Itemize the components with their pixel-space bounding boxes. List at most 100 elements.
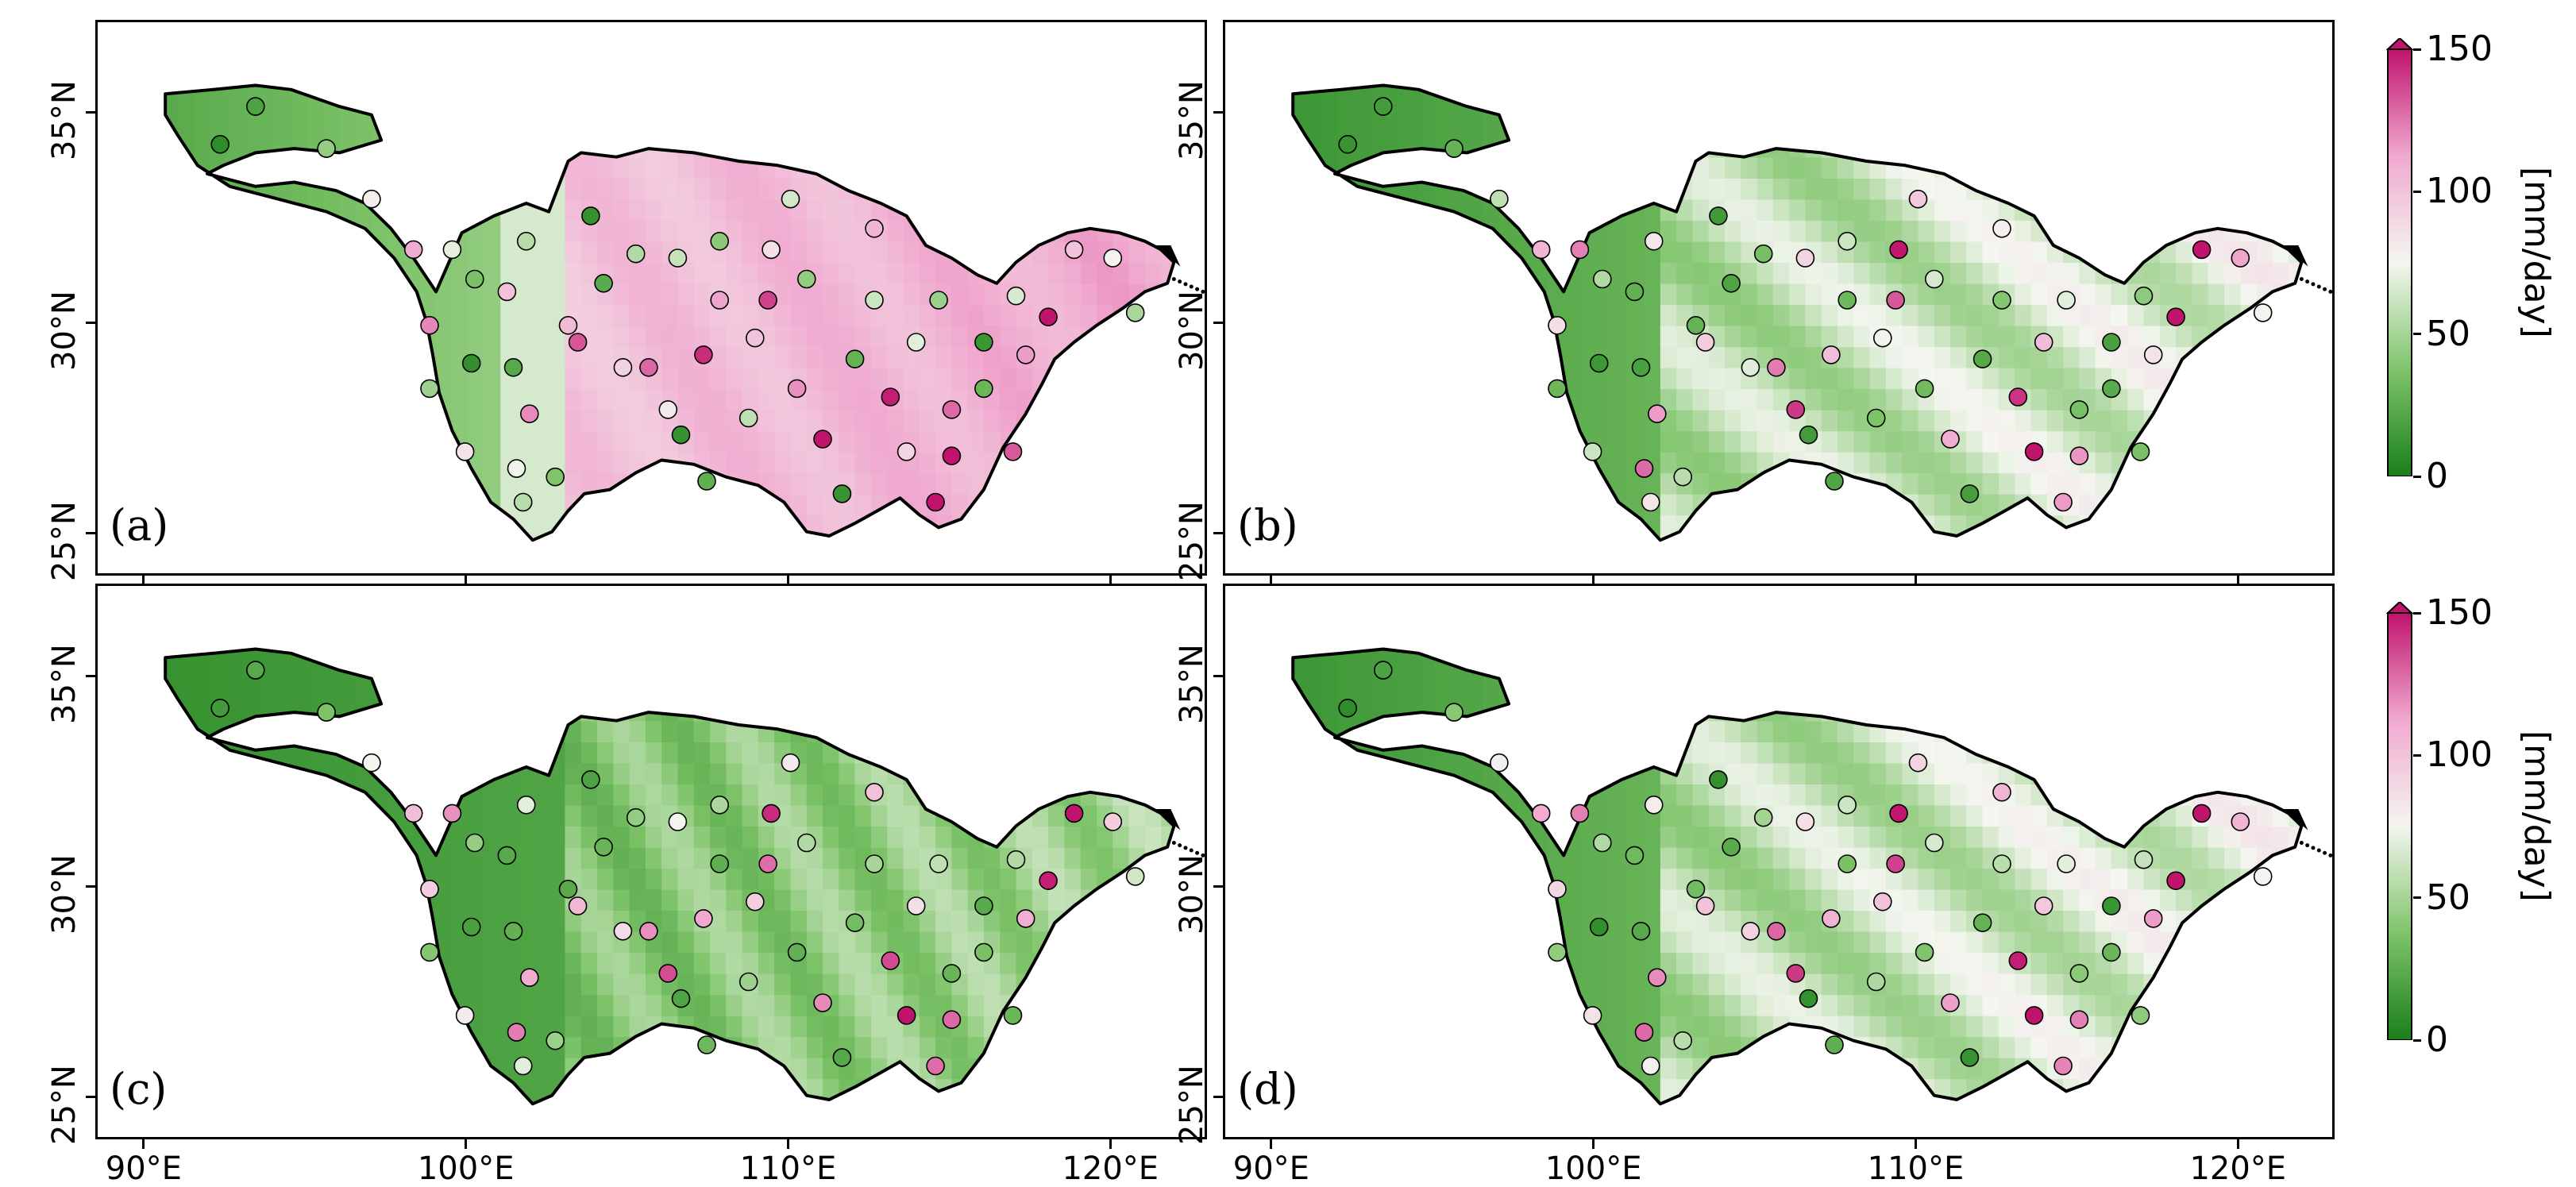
- station-marker: [1687, 881, 1705, 898]
- colorbar-tick-mark: [2413, 333, 2421, 335]
- colorbar-tick-label: 0: [2426, 456, 2448, 496]
- station-marker: [1548, 380, 1566, 397]
- station-marker: [782, 754, 800, 772]
- station-marker: [711, 291, 728, 309]
- station-marker: [560, 317, 577, 334]
- station-marker: [1961, 485, 1978, 503]
- station-marker: [1674, 468, 1691, 486]
- station-marker: [508, 1023, 526, 1041]
- y-tick-label: 25°N: [1174, 1065, 1210, 1145]
- station-marker: [466, 271, 484, 288]
- station-marker: [1961, 1049, 1978, 1066]
- map-panel-d: [1223, 584, 2335, 1139]
- station-marker: [1887, 855, 1904, 873]
- station-marker: [443, 241, 461, 258]
- station-marker: [908, 333, 925, 351]
- x-tick-mark: [142, 1139, 145, 1149]
- station-marker: [247, 98, 264, 115]
- station-marker: [2167, 872, 2185, 889]
- station-marker: [2103, 897, 2120, 915]
- station-marker: [457, 1007, 474, 1024]
- station-marker: [1339, 136, 1356, 153]
- x-tick-mark: [1592, 1139, 1595, 1149]
- station-marker: [505, 923, 523, 940]
- station-marker: [498, 283, 515, 300]
- colorbar-tick-label: 150: [2426, 29, 2493, 69]
- station-marker: [798, 271, 816, 288]
- y-tick-label: 30°N: [46, 291, 83, 371]
- station-marker: [740, 410, 758, 427]
- station-marker: [2057, 855, 2075, 873]
- y-tick-mark: [86, 885, 95, 888]
- station-marker: [789, 943, 806, 961]
- station-marker: [457, 443, 474, 461]
- station-marker: [546, 468, 564, 486]
- station-marker: [659, 401, 677, 418]
- y-tick-mark: [86, 532, 95, 534]
- station-marker: [1787, 965, 1804, 982]
- station-marker: [1993, 220, 2011, 237]
- station-marker: [814, 994, 831, 1012]
- station-marker: [421, 881, 438, 898]
- colorbar-tick-label: 150: [2426, 592, 2493, 633]
- station-marker: [1674, 1032, 1691, 1050]
- station-marker: [2070, 965, 2088, 982]
- y-tick-label: 35°N: [1174, 80, 1210, 160]
- station-marker: [211, 136, 229, 153]
- y-tick-label: 35°N: [1174, 644, 1210, 724]
- station-marker: [698, 472, 715, 490]
- station-marker: [1800, 990, 1818, 1008]
- station-marker: [943, 1011, 960, 1028]
- station-marker: [1838, 855, 1856, 873]
- station-marker: [1445, 703, 1463, 721]
- station-marker: [1755, 245, 1772, 263]
- station-marker: [1687, 317, 1705, 334]
- station-marker: [2132, 443, 2150, 461]
- y-tick-label: 25°N: [46, 501, 83, 581]
- station-marker: [2009, 952, 2026, 969]
- station-marker: [1868, 410, 1885, 427]
- station-marker: [1591, 355, 1608, 372]
- y-tick-label: 35°N: [46, 644, 83, 724]
- station-marker: [505, 359, 523, 376]
- station-marker: [1722, 275, 1740, 292]
- station-marker: [1826, 472, 1843, 490]
- y-tick-mark: [86, 111, 95, 114]
- x-tick-label: 100°E: [418, 1150, 515, 1187]
- y-tick-mark: [86, 1096, 95, 1098]
- y-tick-label: 25°N: [1174, 501, 1210, 581]
- map-panel-c: [95, 584, 1207, 1139]
- station-marker: [508, 460, 526, 477]
- station-marker: [627, 809, 645, 827]
- station-marker: [1039, 308, 1057, 326]
- colorbar-title: [mm/day]: [2516, 167, 2557, 338]
- station-marker: [746, 330, 764, 347]
- station-marker: [1591, 919, 1608, 936]
- station-marker: [1787, 401, 1804, 418]
- station-marker: [2070, 447, 2088, 464]
- station-marker: [2231, 813, 2249, 831]
- station-marker: [1993, 855, 2011, 873]
- station-marker: [789, 380, 806, 397]
- station-marker: [1649, 405, 1666, 422]
- station-marker: [1127, 304, 1144, 322]
- panel-label-c: (c): [110, 1064, 167, 1114]
- station-marker: [1768, 359, 1785, 376]
- station-marker: [711, 855, 728, 873]
- station-marker: [582, 207, 600, 225]
- station-marker: [1633, 359, 1650, 376]
- station-marker: [1339, 699, 1356, 717]
- station-marker: [2035, 897, 2053, 915]
- x-tick-mark: [1109, 1139, 1112, 1149]
- y-tick-label: 35°N: [46, 80, 83, 160]
- station-marker: [1127, 868, 1144, 885]
- station-marker: [463, 355, 480, 372]
- station-marker: [927, 494, 944, 511]
- colorbar-tick-mark: [2413, 754, 2421, 757]
- station-marker: [2103, 380, 2120, 397]
- y-tick-mark: [86, 322, 95, 324]
- station-marker: [1017, 346, 1035, 364]
- station-marker: [1838, 233, 1856, 250]
- colorbar-tick-label: 100: [2426, 171, 2493, 211]
- station-marker: [1636, 1023, 1653, 1041]
